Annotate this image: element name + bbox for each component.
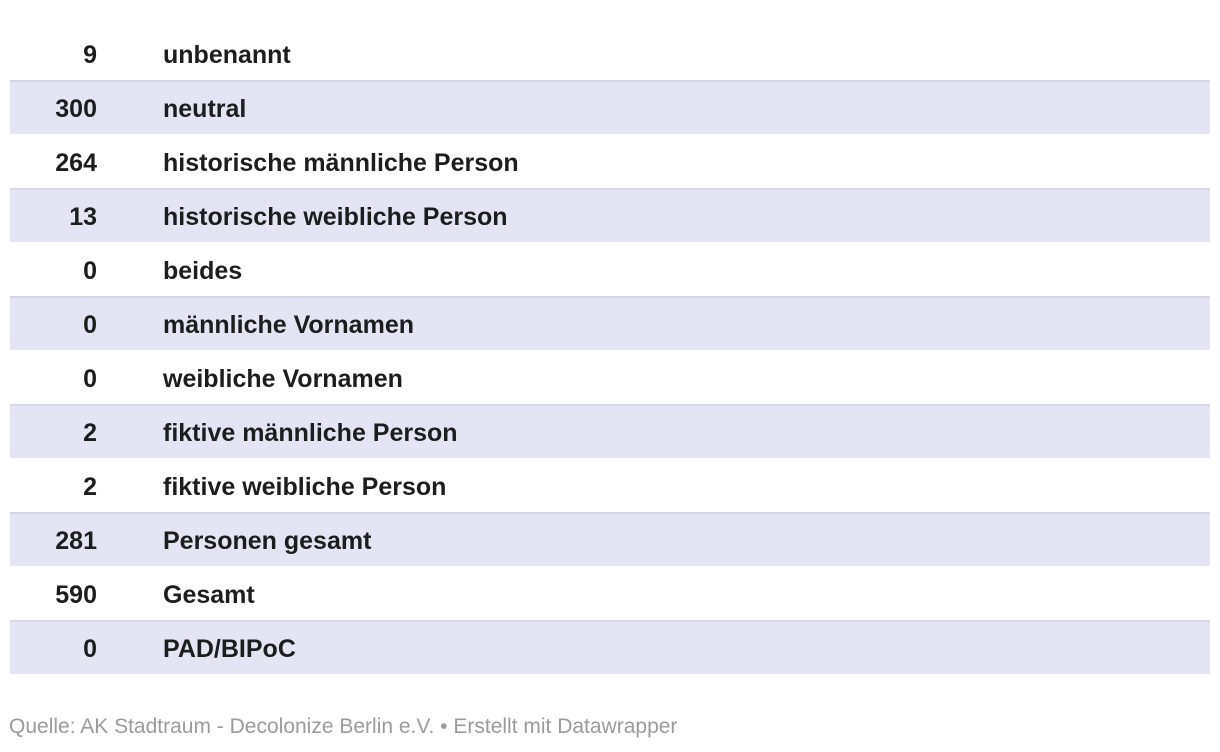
row-value: 0: [10, 296, 97, 350]
table-row: 0 weibliche Vornamen: [10, 350, 1210, 404]
row-value: 0: [10, 620, 97, 674]
row-label: Gesamt: [163, 581, 255, 609]
table-row: 13 historische weibliche Person: [10, 188, 1210, 242]
row-value: 264: [55, 149, 97, 177]
row-label: weibliche Vornamen: [163, 365, 403, 393]
table-row: 300 neutral: [10, 80, 1210, 134]
row-value: 0: [83, 257, 97, 285]
row-label: fiktive männliche Person: [97, 404, 1210, 458]
row-value: 9: [83, 41, 97, 69]
row-label: PAD/BIPoC: [97, 620, 1210, 674]
table-row: 2 fiktive weibliche Person: [10, 458, 1210, 512]
table-row: 281 Personen gesamt: [10, 512, 1210, 566]
table-row: 590 Gesamt: [10, 566, 1210, 620]
table-row: 264 historische männliche Person: [10, 134, 1210, 188]
row-label: unbenannt: [163, 41, 291, 69]
source-text: AK Stadtraum - Decolonize Berlin e.V.: [80, 715, 435, 738]
row-value: 13: [10, 188, 97, 242]
table-body: 9 unbenannt 300 neutral 264 historische …: [10, 26, 1210, 674]
source-label: Quelle:: [9, 715, 76, 738]
row-value: 0: [83, 365, 97, 393]
category-count-table: 9 unbenannt 300 neutral 264 historische …: [10, 26, 1210, 674]
row-label: Personen gesamt: [97, 512, 1210, 566]
table-row: 0 beides: [10, 242, 1210, 296]
row-value: 2: [83, 473, 97, 501]
footer-separator: •: [440, 715, 448, 738]
table-row: 9 unbenannt: [10, 26, 1210, 80]
row-label: neutral: [97, 80, 1210, 134]
row-value: 300: [10, 80, 97, 134]
row-label: fiktive weibliche Person: [163, 473, 447, 501]
table-row: 0 männliche Vornamen: [10, 296, 1210, 350]
row-label: historische männliche Person: [163, 149, 519, 177]
row-value: 281: [10, 512, 97, 566]
datawrapper-attribution-link[interactable]: Erstellt mit Datawrapper: [453, 715, 678, 738]
chart-footer: Quelle: AK Stadtraum - Decolonize Berlin…: [9, 714, 1220, 739]
row-value: 590: [55, 581, 97, 609]
row-label: historische weibliche Person: [97, 188, 1210, 242]
table-row: 2 fiktive männliche Person: [10, 404, 1210, 458]
row-value: 2: [10, 404, 97, 458]
table-row: 0 PAD/BIPoC: [10, 620, 1210, 674]
row-label: männliche Vornamen: [97, 296, 1210, 350]
row-label: beides: [163, 257, 243, 285]
